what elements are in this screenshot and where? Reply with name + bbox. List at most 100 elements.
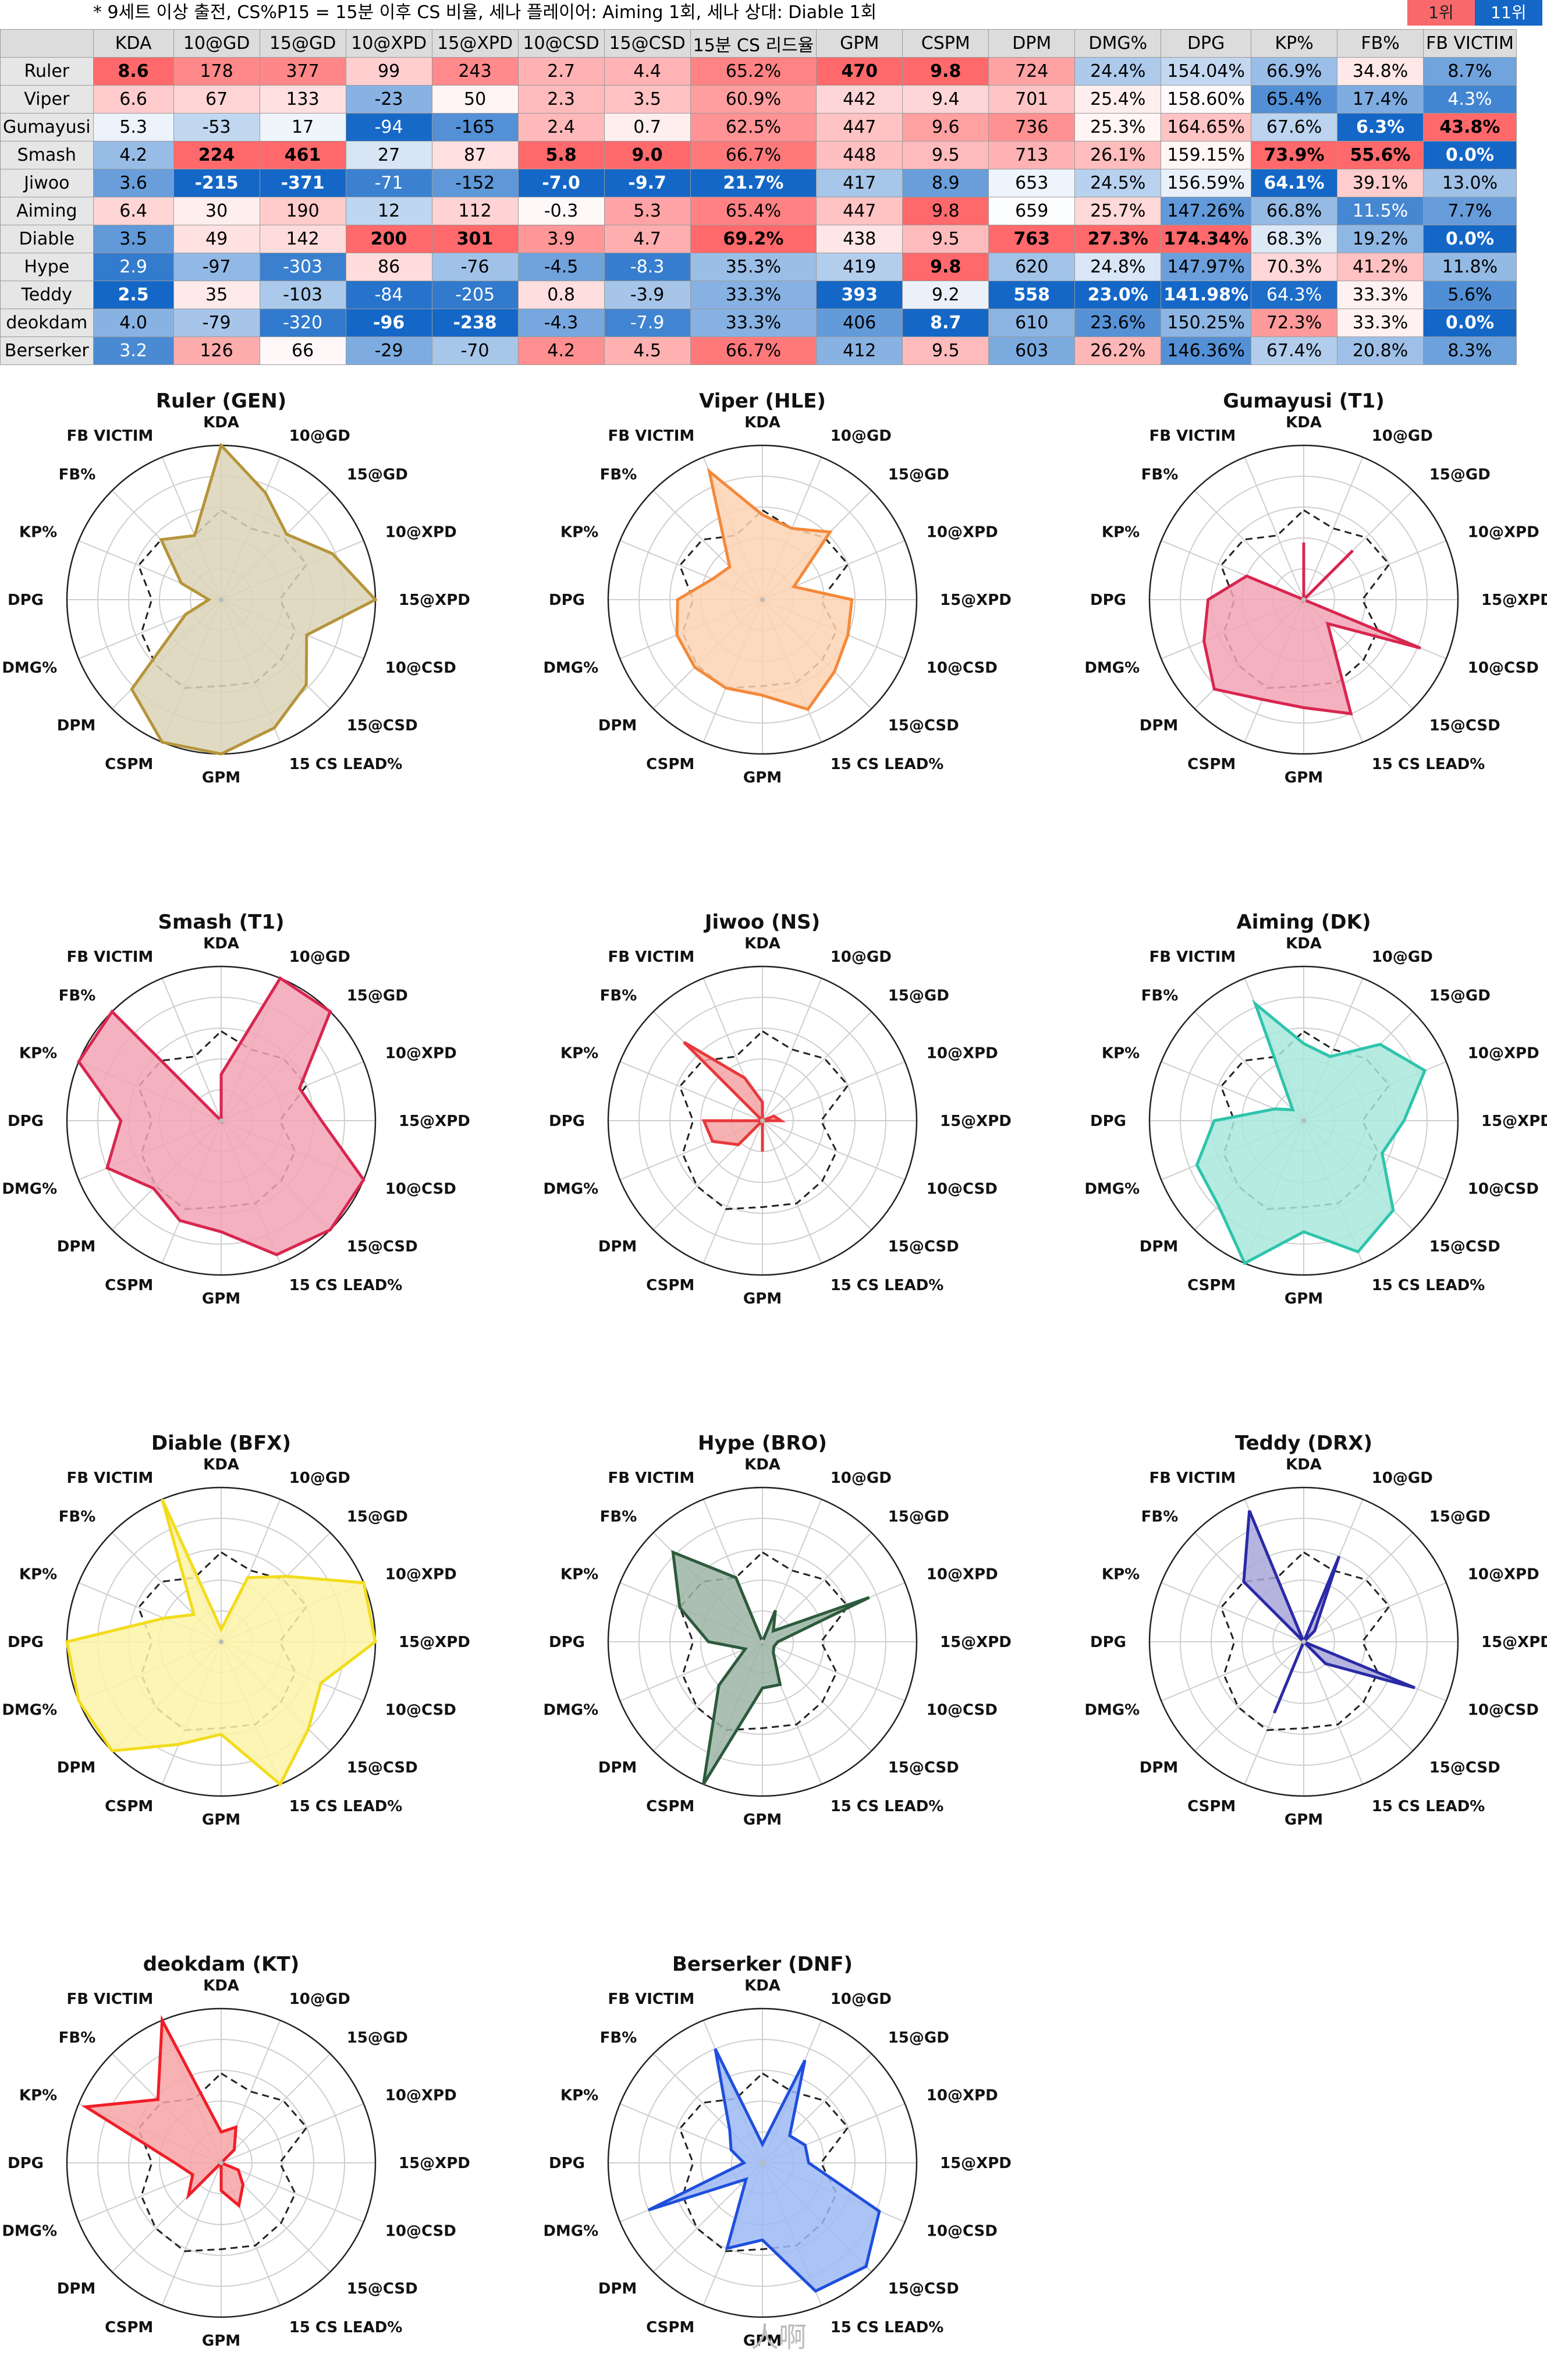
outer-ring [66, 2007, 377, 2318]
axis-label: KP% [1102, 523, 1140, 541]
table-cell: 66.7% [690, 337, 817, 365]
axis-label: 10@CSD [927, 2223, 998, 2240]
table-cell: 610 [988, 309, 1076, 337]
axis-label: 15 CS LEAD% [1372, 1277, 1485, 1294]
axis-label: GPM [743, 1290, 782, 1308]
table-cell: 65.4% [690, 197, 817, 225]
player-polygon [671, 1550, 870, 1786]
table-cell: -76 [431, 253, 519, 281]
table-cell: 4.7 [604, 225, 691, 253]
table-cell: 66.7% [690, 141, 817, 169]
axis-label: DPM [57, 2280, 96, 2298]
axis-label: GPM [743, 1811, 782, 1829]
table-cell: 25.7% [1074, 197, 1162, 225]
table-cell: -205 [431, 281, 519, 309]
table-cell: 243 [431, 57, 519, 86]
axis-label: DPM [1140, 1759, 1179, 1777]
player-name: Ruler [0, 57, 94, 86]
table-cell: 9.5 [902, 141, 989, 169]
column-header: 10@CSD [517, 29, 605, 58]
axis-label: KDA [203, 1977, 239, 1995]
axis-label: CSPM [105, 2319, 153, 2336]
table-cell: 9.5 [902, 337, 989, 365]
radar-chart: KDA 10@GD 15@GD 10@XPD 15@XPD 10@CSD 15@CSD 15 … [1084, 911, 1547, 1308]
table-cell: 0.7 [604, 113, 691, 141]
table-cell: -4.3 [517, 309, 605, 337]
table-cell: -79 [173, 309, 260, 337]
table-cell: 13.0% [1423, 169, 1517, 197]
center-dot [1301, 1639, 1306, 1644]
axis-label: 10@CSD [1468, 660, 1539, 677]
column-header: FB% [1337, 29, 1424, 58]
axis-label: KP% [560, 1044, 598, 1062]
table-cell: 447 [816, 113, 903, 141]
axis-label: FB% [600, 1508, 637, 1525]
axis-label: FB VICTIM [1149, 948, 1236, 966]
axis-label: 10@XPD [927, 2087, 998, 2104]
axis-label: 15@CSD [888, 2280, 959, 2298]
center-dot [760, 2161, 765, 2165]
table-cell: 417 [816, 169, 903, 197]
table-cell: -53 [173, 113, 260, 141]
table-cell: 5.6% [1423, 281, 1517, 309]
radar-chart: KDA 10@GD 15@GD 10@XPD 15@XPD 10@CSD 15@CSD 15 … [1084, 1432, 1547, 1829]
center-dot [219, 1118, 223, 1123]
axis-label: DMG% [1084, 660, 1140, 677]
table-cell: 8.3% [1423, 337, 1517, 365]
table-cell: 4.2 [517, 337, 605, 365]
table-cell: 11.8% [1423, 253, 1517, 281]
axis-label: KP% [19, 2087, 57, 2104]
table-cell: 66.8% [1251, 197, 1338, 225]
table-cell: 4.3% [1423, 85, 1517, 114]
axis-label: 15@GD [1429, 1508, 1491, 1525]
axis-label: 10@CSD [1468, 1181, 1539, 1198]
table-cell: 6.6 [93, 85, 174, 114]
axis-label: DMG% [543, 2223, 598, 2240]
grid-spoke [1194, 1641, 1304, 1752]
axis-label: 10@CSD [385, 1181, 456, 1198]
axis-label: DPG [8, 2155, 44, 2172]
grid-spoke [161, 2162, 222, 2306]
table-row: Gumayusi 5.3 -53 17 -94 -165 2.4 0.7 62.5% 447 9.6… [0, 113, 1517, 141]
table-cell: 461 [259, 141, 346, 169]
table-cell: -0.3 [517, 197, 605, 225]
axis-label: 15 CS LEAD% [831, 1798, 944, 1815]
table-cell: 190 [259, 197, 346, 225]
table-cell: 21.7% [690, 169, 817, 197]
axis-label: FB% [600, 466, 637, 483]
table-cell: 25.3% [1074, 113, 1162, 141]
axis-label: CSPM [646, 1798, 694, 1815]
table-cell: -165 [431, 113, 519, 141]
table-cell: 6.4 [93, 197, 174, 225]
column-header: CSPM [902, 29, 989, 58]
table-cell: 24.8% [1074, 253, 1162, 281]
axis-label: 15@GD [888, 466, 949, 483]
chart-title: Smash (T1) [158, 911, 284, 934]
column-header: DPM [988, 29, 1076, 58]
average-polygon [679, 1551, 849, 1731]
axis-label: KP% [560, 2087, 598, 2104]
table-cell: 620 [988, 253, 1076, 281]
axis-label: DPG [8, 1634, 44, 1651]
axis-label: 15 CS LEAD% [1372, 756, 1485, 773]
column-header: KP% [1251, 29, 1338, 58]
table-cell: 70.3% [1251, 253, 1338, 281]
table-cell: 158.60% [1161, 85, 1252, 114]
radar-chart: KDA 10@GD 15@GD 10@XPD 15@XPD 10@CSD 15@CSD 15 … [2, 1953, 470, 2350]
table-cell: 142 [259, 225, 346, 253]
axis-label: GPM [1285, 769, 1323, 787]
grid-spoke [1194, 490, 1304, 600]
table-cell: 35.3% [690, 253, 817, 281]
table-cell: 2.4 [517, 113, 605, 141]
outer-ring [607, 2007, 918, 2318]
axis-label: 15@XPD [940, 2155, 1012, 2172]
table-cell: -152 [431, 169, 519, 197]
grid-spoke [762, 978, 822, 1121]
table-cell: 65.2% [690, 57, 817, 86]
table-cell: 33.3% [1337, 281, 1424, 309]
axis-label: KP% [19, 1566, 57, 1583]
axis-label: KP% [560, 1566, 598, 1583]
table-cell: 4.5 [604, 337, 691, 365]
axis-label: FB% [59, 1508, 96, 1525]
table-cell: 99 [345, 57, 432, 86]
